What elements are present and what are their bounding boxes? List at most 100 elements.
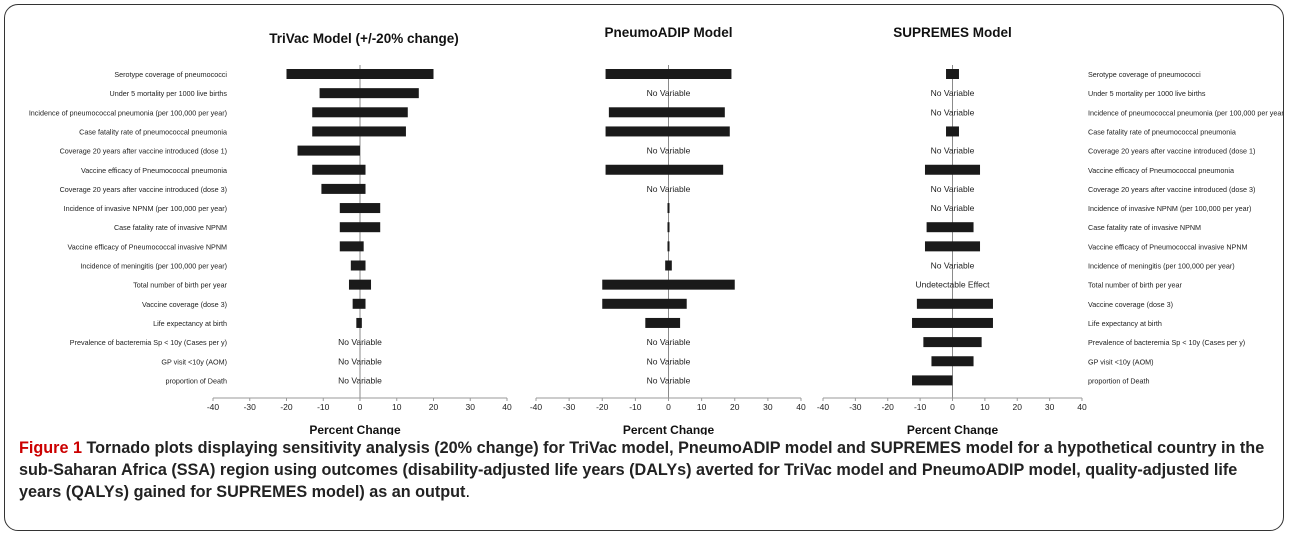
x-tick-label: 0 bbox=[666, 402, 671, 412]
tornado-bar bbox=[339, 203, 381, 214]
caption-end: . bbox=[465, 483, 470, 501]
tornado-bar bbox=[297, 145, 360, 156]
category-label: Serotype coverage of pneumococci bbox=[1088, 70, 1201, 79]
x-tick-label: 40 bbox=[1077, 402, 1087, 412]
category-label: Case fatality rate of pneumococcal pneum… bbox=[1088, 127, 1236, 136]
x-tick-label: 30 bbox=[466, 402, 476, 412]
x-tick-label: -20 bbox=[280, 402, 293, 412]
x-axis-title: Percent Change bbox=[309, 423, 401, 435]
x-tick-label: -40 bbox=[530, 402, 543, 412]
bar-annotation: No Variable bbox=[338, 375, 382, 385]
x-tick-label: -10 bbox=[914, 402, 927, 412]
category-label: Incidence of pneumococcal pneumonia (per… bbox=[29, 108, 227, 117]
x-tick-label: -40 bbox=[207, 402, 220, 412]
tornado-bar bbox=[667, 222, 670, 233]
category-label: Vaccine coverage (dose 3) bbox=[142, 300, 227, 309]
tornado-bar bbox=[356, 317, 362, 328]
bar-annotation: No Variable bbox=[931, 184, 975, 194]
tornado-bar bbox=[286, 69, 434, 79]
tornado-bar bbox=[348, 279, 372, 290]
bar-annotation: No Variable bbox=[931, 88, 975, 98]
x-tick-label: 20 bbox=[730, 402, 740, 412]
bar-annotation: No Variable bbox=[931, 146, 975, 156]
caption-label: Figure 1 bbox=[19, 439, 82, 457]
category-label: Incidence of invasive NPNM (per 100,000 … bbox=[64, 204, 227, 213]
panel-title: SUPREMES Model bbox=[893, 25, 1012, 40]
x-tick-label: 30 bbox=[1045, 402, 1055, 412]
bar-annotation: No Variable bbox=[931, 261, 975, 271]
tornado-bar bbox=[608, 107, 725, 118]
tornado-bar bbox=[605, 126, 730, 137]
tornado-bar bbox=[312, 107, 408, 118]
tornado-bar bbox=[923, 337, 982, 348]
tornado-bar bbox=[912, 375, 953, 386]
bar-annotation: No Variable bbox=[931, 107, 975, 117]
tornado-bar bbox=[312, 126, 406, 137]
x-tick-label: 10 bbox=[392, 402, 402, 412]
category-label: Incidence of meningitis (per 100,000 per… bbox=[1088, 262, 1235, 271]
x-tick-label: 30 bbox=[763, 402, 773, 412]
tornado-figure: TriVac Model (+/-20% change) -40 -30 -20 -10… bbox=[29, 25, 1284, 435]
figure-frame: TriVac Model (+/-20% change) -40 -30 -20 -10… bbox=[4, 4, 1284, 531]
category-label: Case fatality rate of invasive NPNM bbox=[114, 223, 227, 232]
bar-annotation: No Variable bbox=[647, 184, 691, 194]
category-label: Case fatality rate of pneumococcal pneum… bbox=[79, 127, 227, 136]
x-tick-label: -20 bbox=[882, 402, 895, 412]
tornado-bar bbox=[924, 164, 981, 175]
bar-annotation: No Variable bbox=[338, 337, 382, 347]
x-tick-label: -40 bbox=[817, 402, 830, 412]
x-tick-label: -10 bbox=[629, 402, 642, 412]
category-label: Vaccine efficacy of Pneumococcal invasiv… bbox=[67, 242, 227, 251]
tornado-bar bbox=[924, 241, 981, 252]
tornado-bar bbox=[339, 222, 381, 233]
category-label: Under 5 mortality per 1000 live births bbox=[110, 89, 228, 98]
category-label: GP visit <10y (AOM) bbox=[1088, 357, 1154, 366]
category-label: Prevalence of bacteremia Sp < 10y (Cases… bbox=[1088, 338, 1245, 347]
x-tick-label: 20 bbox=[1013, 402, 1023, 412]
figure-caption: Figure 1 Tornado plots displaying sensit… bbox=[19, 437, 1279, 503]
tornado-bar bbox=[350, 260, 366, 271]
bar-annotation: No Variable bbox=[647, 356, 691, 366]
tornado-bar bbox=[352, 298, 366, 309]
x-tick-label: 10 bbox=[697, 402, 707, 412]
tornado-bar bbox=[602, 298, 687, 309]
category-label: Life expectancy at birth bbox=[153, 319, 227, 328]
tornado-bar bbox=[946, 69, 959, 79]
category-label: Life expectancy at birth bbox=[1088, 319, 1162, 328]
tornado-bar bbox=[667, 241, 670, 252]
category-label: Vaccine efficacy of Pneumococcal pneumon… bbox=[1088, 166, 1234, 175]
bar-annotation: No Variable bbox=[647, 337, 691, 347]
x-tick-label: 20 bbox=[429, 402, 439, 412]
category-label: Coverage 20 years after vaccine introduc… bbox=[60, 147, 227, 156]
panel-title: PneumoADIP Model bbox=[604, 25, 732, 40]
tornado-bar bbox=[339, 241, 364, 252]
bar-annotation: No Variable bbox=[931, 203, 975, 213]
x-axis-title: Percent Change bbox=[623, 423, 715, 435]
tornado-bar bbox=[645, 317, 681, 328]
tornado-bar bbox=[916, 298, 993, 309]
x-tick-label: -30 bbox=[244, 402, 257, 412]
tornado-bar bbox=[931, 356, 974, 367]
category-label: Total number of birth per year bbox=[133, 281, 227, 290]
x-tick-label: -20 bbox=[596, 402, 609, 412]
category-label: Total number of birth per year bbox=[1088, 281, 1182, 290]
category-label: proportion of Death bbox=[1088, 376, 1150, 385]
category-label: Under 5 mortality per 1000 live births bbox=[1088, 89, 1206, 98]
category-label: Case fatality rate of invasive NPNM bbox=[1088, 223, 1201, 232]
category-label: Serotype coverage of pneumococci bbox=[114, 70, 227, 79]
tornado-bar bbox=[665, 260, 672, 271]
tornado-bar bbox=[312, 164, 366, 175]
x-tick-label: 40 bbox=[502, 402, 512, 412]
category-label: Vaccine efficacy of Pneumococcal invasiv… bbox=[1088, 242, 1248, 251]
x-tick-label: 0 bbox=[950, 402, 955, 412]
x-axis-title: Percent Change bbox=[907, 423, 999, 435]
tornado-bar bbox=[605, 164, 724, 175]
category-label: Incidence of pneumococcal pneumonia (per… bbox=[1088, 108, 1284, 117]
x-tick-label: -30 bbox=[563, 402, 576, 412]
bar-annotation: No Variable bbox=[647, 88, 691, 98]
bar-annotation: No Variable bbox=[647, 146, 691, 156]
category-label: Vaccine coverage (dose 3) bbox=[1088, 300, 1173, 309]
x-tick-label: 40 bbox=[796, 402, 806, 412]
tornado-bar bbox=[602, 279, 735, 290]
bar-annotation: No Variable bbox=[647, 375, 691, 385]
